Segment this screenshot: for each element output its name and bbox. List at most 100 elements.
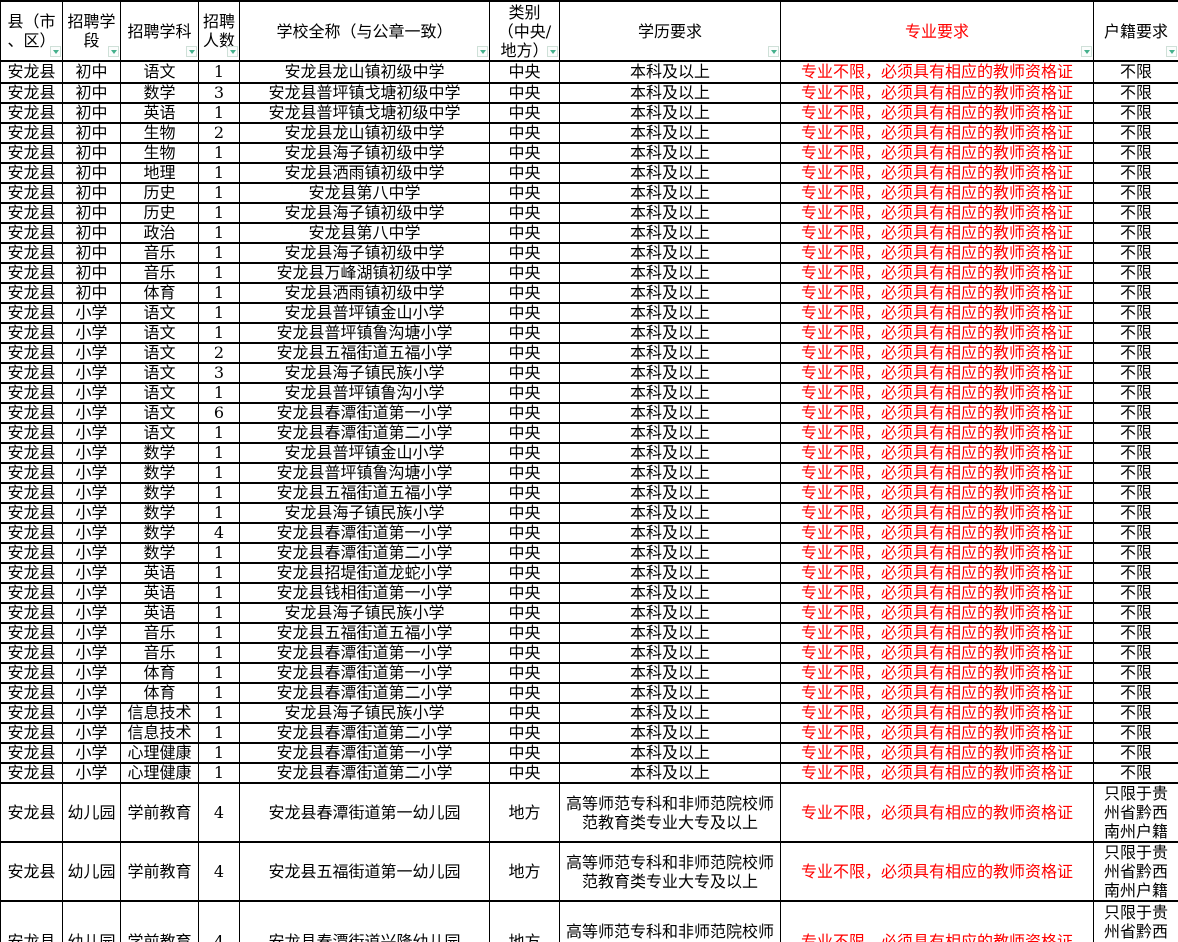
cell-education[interactable]: 本科及以上 — [559, 202, 781, 224]
cell-education[interactable]: 高等师范专科和非师范院校师范教育类专业大专及以上 — [559, 782, 781, 843]
cell-subject[interactable]: 音乐 — [120, 622, 199, 644]
cell-county[interactable]: 安龙县 — [0, 402, 63, 424]
cell-category[interactable]: 中央 — [489, 202, 560, 224]
cell-count[interactable]: 1 — [198, 462, 240, 484]
cell-subject[interactable]: 学前教育 — [120, 782, 199, 843]
cell-category[interactable]: 中央 — [489, 602, 560, 624]
cell-subject[interactable]: 生物 — [120, 142, 199, 164]
cell-county[interactable]: 安龙县 — [0, 382, 63, 404]
cell-hukou[interactable]: 不限 — [1093, 162, 1178, 184]
cell-stage[interactable]: 小学 — [62, 762, 121, 784]
cell-subject[interactable]: 体育 — [120, 662, 199, 684]
cell-category[interactable]: 中央 — [489, 60, 560, 84]
cell-school[interactable]: 安龙县第八中学 — [239, 182, 490, 204]
cell-school[interactable]: 安龙县春潭街道第二小学 — [239, 722, 490, 744]
cell-county[interactable]: 安龙县 — [0, 502, 63, 524]
cell-county[interactable]: 安龙县 — [0, 102, 63, 124]
cell-count[interactable]: 4 — [198, 782, 240, 843]
cell-category[interactable]: 中央 — [489, 122, 560, 144]
cell-education[interactable]: 高等师范专科和非师范院校师范教育类专业大专及以上 — [559, 900, 781, 942]
cell-count[interactable]: 1 — [198, 442, 240, 464]
col-header-county[interactable]: 县（市 、区） — [0, 0, 63, 62]
filter-dropdown-icon[interactable] — [108, 46, 119, 57]
cell-education[interactable]: 本科及以上 — [559, 762, 781, 784]
cell-county[interactable]: 安龙县 — [0, 462, 63, 484]
cell-school[interactable]: 安龙县春潭街道第一幼儿园 — [239, 782, 490, 843]
cell-major[interactable]: 专业不限，必须具有相应的教师资格证 — [780, 222, 1094, 244]
cell-school[interactable]: 安龙县普坪镇鲁沟塘小学 — [239, 322, 490, 344]
cell-count[interactable]: 1 — [198, 602, 240, 624]
cell-hukou[interactable]: 不限 — [1093, 722, 1178, 744]
cell-county[interactable]: 安龙县 — [0, 322, 63, 344]
cell-county[interactable]: 安龙县 — [0, 162, 63, 184]
cell-subject[interactable]: 数学 — [120, 82, 199, 104]
cell-major[interactable]: 专业不限，必须具有相应的教师资格证 — [780, 262, 1094, 284]
cell-major[interactable]: 专业不限，必须具有相应的教师资格证 — [780, 622, 1094, 644]
cell-major[interactable]: 专业不限，必须具有相应的教师资格证 — [780, 322, 1094, 344]
cell-subject[interactable]: 语文 — [120, 362, 199, 384]
cell-hukou[interactable]: 不限 — [1093, 622, 1178, 644]
cell-subject[interactable]: 生物 — [120, 122, 199, 144]
cell-major[interactable]: 专业不限，必须具有相应的教师资格证 — [780, 841, 1094, 902]
cell-education[interactable]: 本科及以上 — [559, 582, 781, 604]
cell-hukou[interactable]: 不限 — [1093, 382, 1178, 404]
cell-stage[interactable]: 初中 — [62, 82, 121, 104]
cell-hukou[interactable]: 不限 — [1093, 202, 1178, 224]
cell-school[interactable]: 安龙县春潭街道兴隆幼儿园 — [239, 900, 490, 942]
cell-category[interactable]: 中央 — [489, 162, 560, 184]
cell-major[interactable]: 专业不限，必须具有相应的教师资格证 — [780, 562, 1094, 584]
cell-count[interactable]: 1 — [198, 542, 240, 564]
cell-education[interactable]: 本科及以上 — [559, 442, 781, 464]
cell-stage[interactable]: 小学 — [62, 442, 121, 464]
cell-count[interactable]: 1 — [198, 242, 240, 264]
cell-count[interactable]: 1 — [198, 382, 240, 404]
cell-stage[interactable]: 小学 — [62, 682, 121, 704]
cell-count[interactable]: 1 — [198, 102, 240, 124]
col-header-hukou[interactable]: 户籍要求 — [1093, 0, 1178, 62]
cell-count[interactable]: 1 — [198, 282, 240, 304]
cell-education[interactable]: 本科及以上 — [559, 302, 781, 324]
cell-category[interactable]: 中央 — [489, 242, 560, 264]
cell-stage[interactable]: 小学 — [62, 622, 121, 644]
cell-count[interactable]: 1 — [198, 742, 240, 764]
cell-hukou[interactable]: 不限 — [1093, 522, 1178, 544]
cell-education[interactable]: 本科及以上 — [559, 182, 781, 204]
cell-hukou[interactable]: 不限 — [1093, 562, 1178, 584]
cell-subject[interactable]: 英语 — [120, 102, 199, 124]
filter-dropdown-icon[interactable] — [1166, 46, 1177, 57]
cell-stage[interactable]: 初中 — [62, 122, 121, 144]
cell-stage[interactable]: 初中 — [62, 282, 121, 304]
cell-county[interactable]: 安龙县 — [0, 622, 63, 644]
cell-education[interactable]: 本科及以上 — [559, 542, 781, 564]
cell-school[interactable]: 安龙县洒雨镇初级中学 — [239, 162, 490, 184]
cell-county[interactable]: 安龙县 — [0, 82, 63, 104]
cell-major[interactable]: 专业不限，必须具有相应的教师资格证 — [780, 182, 1094, 204]
cell-county[interactable]: 安龙县 — [0, 282, 63, 304]
filter-dropdown-icon[interactable] — [50, 46, 61, 57]
cell-major[interactable]: 专业不限，必须具有相应的教师资格证 — [780, 900, 1094, 942]
cell-subject[interactable]: 体育 — [120, 682, 199, 704]
cell-category[interactable]: 中央 — [489, 482, 560, 504]
cell-hukou[interactable]: 不限 — [1093, 402, 1178, 424]
cell-school[interactable]: 安龙县普坪镇鲁沟塘小学 — [239, 462, 490, 484]
cell-subject[interactable]: 数学 — [120, 482, 199, 504]
cell-major[interactable]: 专业不限，必须具有相应的教师资格证 — [780, 122, 1094, 144]
cell-hukou[interactable]: 不限 — [1093, 582, 1178, 604]
cell-county[interactable]: 安龙县 — [0, 762, 63, 784]
cell-stage[interactable]: 小学 — [62, 362, 121, 384]
cell-major[interactable]: 专业不限，必须具有相应的教师资格证 — [780, 702, 1094, 724]
cell-category[interactable]: 中央 — [489, 142, 560, 164]
cell-hukou[interactable]: 不限 — [1093, 282, 1178, 304]
cell-county[interactable]: 安龙县 — [0, 482, 63, 504]
filter-dropdown-icon[interactable] — [227, 46, 238, 57]
cell-hukou[interactable]: 不限 — [1093, 60, 1178, 84]
cell-education[interactable]: 本科及以上 — [559, 482, 781, 504]
cell-county[interactable]: 安龙县 — [0, 262, 63, 284]
cell-major[interactable]: 专业不限，必须具有相应的教师资格证 — [780, 202, 1094, 224]
cell-hukou[interactable]: 不限 — [1093, 702, 1178, 724]
cell-hukou[interactable]: 不限 — [1093, 222, 1178, 244]
cell-education[interactable]: 本科及以上 — [559, 82, 781, 104]
cell-county[interactable]: 安龙县 — [0, 900, 63, 942]
cell-hukou[interactable]: 不限 — [1093, 642, 1178, 664]
cell-stage[interactable]: 小学 — [62, 562, 121, 584]
